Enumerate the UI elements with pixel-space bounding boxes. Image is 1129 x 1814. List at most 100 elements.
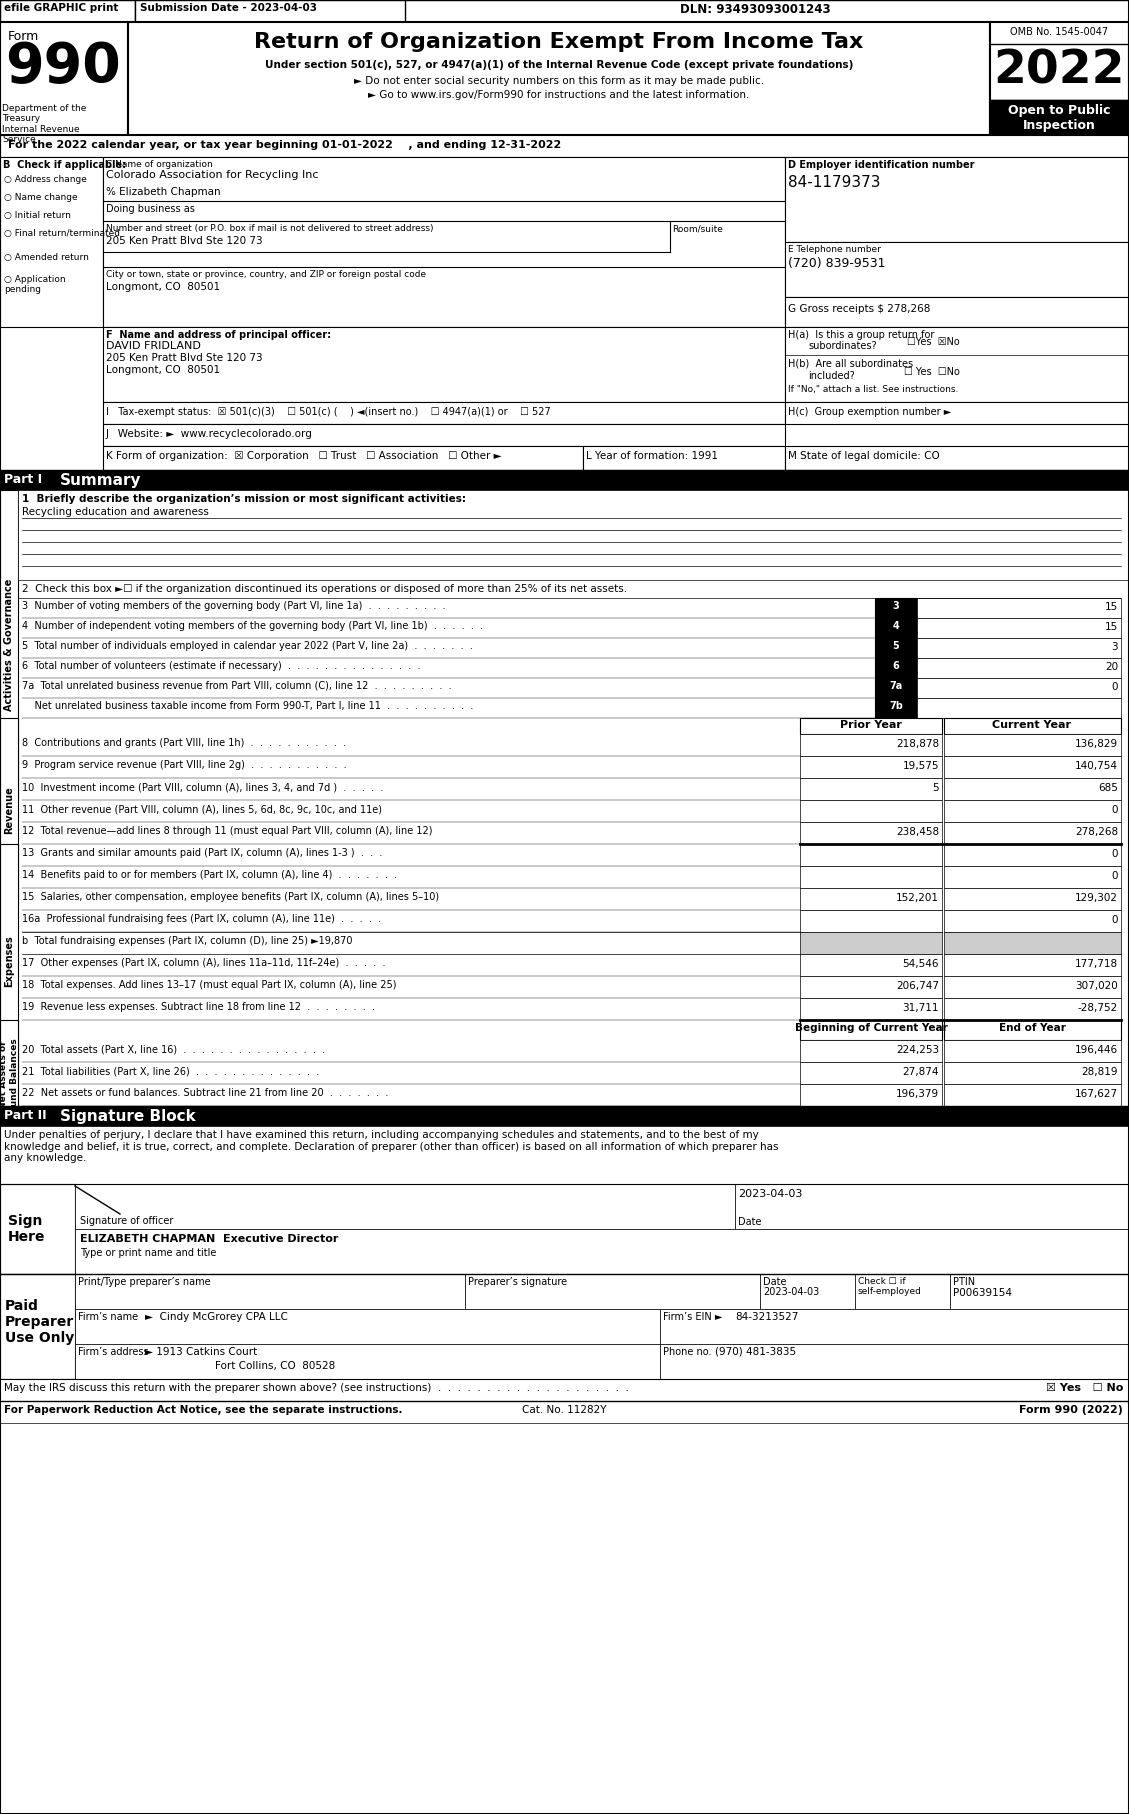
- Bar: [875, 639, 917, 658]
- Text: included?: included?: [808, 372, 855, 381]
- Text: For the 2022 calendar year, or tax year beginning 01-01-2022    , and ending 12-: For the 2022 calendar year, or tax year …: [8, 140, 561, 151]
- Text: DLN: 93493093001243: DLN: 93493093001243: [680, 4, 831, 16]
- Bar: [103, 424, 785, 446]
- Bar: [855, 1273, 949, 1310]
- Text: 0: 0: [1111, 682, 1118, 691]
- Text: Part II: Part II: [5, 1108, 46, 1123]
- Text: 11  Other revenue (Part VIII, column (A), lines 5, 6d, 8c, 9c, 10c, and 11e): 11 Other revenue (Part VIII, column (A),…: [21, 804, 382, 814]
- Bar: [800, 911, 942, 932]
- Text: Check ☐ if
self-employed: Check ☐ if self-employed: [858, 1277, 922, 1297]
- Text: L Year of formation: 1991: L Year of formation: 1991: [586, 452, 718, 461]
- Bar: [785, 403, 1129, 424]
- Text: 2  Check this box ►☐ if the organization discontinued its operations or disposed: 2 Check this box ►☐ if the organization …: [21, 584, 627, 593]
- Text: 206,747: 206,747: [896, 981, 939, 990]
- Bar: [103, 446, 583, 470]
- Bar: [875, 599, 917, 619]
- Text: Signature Block: Signature Block: [60, 1108, 195, 1125]
- Text: 22  Net assets or fund balances. Subtract line 21 from line 20  .  .  .  .  .  .: 22 Net assets or fund balances. Subtract…: [21, 1088, 388, 1097]
- Text: Department of the
Treasury
Internal Revenue
Service: Department of the Treasury Internal Reve…: [2, 103, 87, 143]
- Text: Sign
Here: Sign Here: [8, 1214, 45, 1244]
- Text: Part I: Part I: [5, 473, 42, 486]
- Text: Doing business as: Doing business as: [106, 203, 195, 214]
- Text: Colorado Association for Recycling Inc: Colorado Association for Recycling Inc: [106, 171, 318, 180]
- Bar: [917, 619, 1121, 639]
- Bar: [944, 911, 1121, 932]
- Text: ○ Amended return: ○ Amended return: [5, 252, 89, 261]
- Text: Under section 501(c), 527, or 4947(a)(1) of the Internal Revenue Code (except pr: Under section 501(c), 527, or 4947(a)(1)…: [265, 60, 854, 71]
- Bar: [800, 800, 942, 822]
- Text: 140,754: 140,754: [1075, 762, 1118, 771]
- Text: 31,711: 31,711: [902, 1003, 939, 1012]
- Bar: [800, 778, 942, 800]
- Bar: [800, 865, 942, 889]
- Text: ○ Address change: ○ Address change: [5, 174, 87, 183]
- Text: City or town, state or province, country, and ZIP or foreign postal code: City or town, state or province, country…: [106, 270, 426, 279]
- Bar: [760, 1273, 855, 1310]
- Text: 5: 5: [933, 784, 939, 793]
- Bar: [103, 327, 785, 403]
- Text: 84-1179373: 84-1179373: [788, 174, 881, 190]
- Text: Net Assets or
Fund Balances: Net Assets or Fund Balances: [0, 1038, 19, 1112]
- Bar: [0, 1107, 1129, 1126]
- Text: 6  Total number of volunteers (estimate if necessary)  .  .  .  .  .  .  .  .  .: 6 Total number of volunteers (estimate i…: [21, 660, 420, 671]
- Text: Cat. No. 11282Y: Cat. No. 11282Y: [522, 1406, 606, 1415]
- Bar: [583, 446, 785, 470]
- Text: 278,268: 278,268: [1075, 827, 1118, 836]
- Text: 136,829: 136,829: [1075, 738, 1118, 749]
- Text: If "No," attach a list. See instructions.: If "No," attach a list. See instructions…: [788, 385, 959, 394]
- Text: May the IRS discuss this return with the preparer shown above? (see instructions: May the IRS discuss this return with the…: [5, 1382, 629, 1393]
- Text: ○ Name change: ○ Name change: [5, 192, 78, 201]
- Bar: [944, 778, 1121, 800]
- Text: 7a  Total unrelated business revenue from Part VIII, column (C), line 12  .  .  : 7a Total unrelated business revenue from…: [21, 680, 452, 691]
- Bar: [800, 954, 942, 976]
- Bar: [944, 1085, 1121, 1107]
- Bar: [944, 822, 1121, 844]
- Text: (720) 839-9531: (720) 839-9531: [788, 258, 885, 270]
- Text: 152,201: 152,201: [896, 892, 939, 903]
- Bar: [944, 865, 1121, 889]
- Text: 15  Salaries, other compensation, employee benefits (Part IX, column (A), lines : 15 Salaries, other compensation, employe…: [21, 892, 439, 902]
- Bar: [75, 1344, 660, 1379]
- Text: Number and street (or P.O. box if mail is not delivered to street address): Number and street (or P.O. box if mail i…: [106, 223, 434, 232]
- Bar: [944, 844, 1121, 865]
- Text: Expenses: Expenses: [5, 936, 14, 987]
- Bar: [800, 1019, 942, 1039]
- Text: subordinates?: subordinates?: [808, 341, 876, 350]
- Bar: [800, 1039, 942, 1061]
- Text: Return of Organization Exempt From Income Tax: Return of Organization Exempt From Incom…: [254, 33, 864, 53]
- Text: 20  Total assets (Part X, line 16)  .  .  .  .  .  .  .  .  .  .  .  .  .  .  . : 20 Total assets (Part X, line 16) . . . …: [21, 1045, 325, 1054]
- Bar: [875, 658, 917, 678]
- Text: 8  Contributions and grants (Part VIII, line 1h)  .  .  .  .  .  .  .  .  .  .  : 8 Contributions and grants (Part VIII, l…: [21, 738, 347, 747]
- Text: 0: 0: [1111, 914, 1118, 925]
- Text: 20: 20: [1105, 662, 1118, 671]
- Text: 18  Total expenses. Add lines 13–17 (must equal Part IX, column (A), line 25): 18 Total expenses. Add lines 13–17 (must…: [21, 980, 396, 990]
- Text: ☐ Yes  ☐No: ☐ Yes ☐No: [904, 366, 960, 377]
- Text: 5  Total number of individuals employed in calendar year 2022 (Part V, line 2a) : 5 Total number of individuals employed i…: [21, 640, 473, 651]
- Text: I   Tax-exempt status:  ☒ 501(c)(3)    ☐ 501(c) (    ) ◄(insert no.)    ☐ 4947(a: I Tax-exempt status: ☒ 501(c)(3) ☐ 501(c…: [106, 406, 551, 417]
- Bar: [75, 1273, 465, 1310]
- Text: Date: Date: [738, 1217, 761, 1226]
- Text: -28,752: -28,752: [1078, 1003, 1118, 1012]
- Bar: [944, 954, 1121, 976]
- Bar: [990, 100, 1129, 134]
- Text: Type or print name and title: Type or print name and title: [80, 1248, 217, 1257]
- Bar: [944, 1039, 1121, 1061]
- Bar: [800, 822, 942, 844]
- Text: Fort Collins, CO  80528: Fort Collins, CO 80528: [215, 1360, 335, 1371]
- Text: Net unrelated business taxable income from Form 990-T, Part I, line 11  .  .  . : Net unrelated business taxable income fr…: [21, 700, 473, 711]
- Bar: [875, 678, 917, 698]
- Text: 7b: 7b: [889, 700, 903, 711]
- Text: P00639154: P00639154: [953, 1288, 1012, 1299]
- Text: 7a: 7a: [890, 680, 902, 691]
- Text: 84-3213527: 84-3213527: [735, 1312, 798, 1322]
- Bar: [800, 976, 942, 998]
- Text: ○ Final return/terminated: ○ Final return/terminated: [5, 229, 120, 238]
- Bar: [944, 998, 1121, 1019]
- Text: 224,253: 224,253: [896, 1045, 939, 1056]
- Text: B  Check if applicable:: B Check if applicable:: [3, 160, 126, 171]
- Text: 177,718: 177,718: [1075, 960, 1118, 969]
- Bar: [800, 932, 942, 954]
- Bar: [917, 639, 1121, 658]
- Bar: [949, 1273, 1129, 1310]
- Text: Date: Date: [763, 1277, 787, 1286]
